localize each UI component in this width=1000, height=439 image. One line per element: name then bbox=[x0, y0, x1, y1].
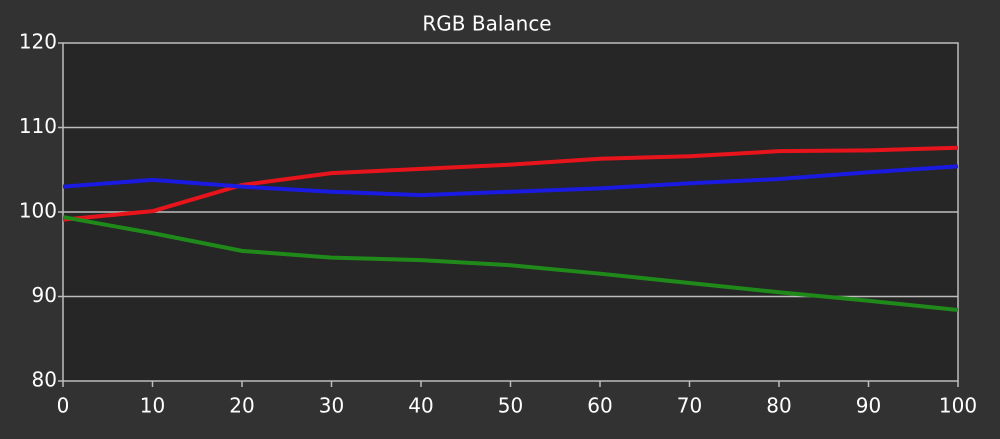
y-tick-label: 100 bbox=[19, 199, 57, 223]
series-line bbox=[62, 164, 959, 198]
x-tick-label: 60 bbox=[587, 394, 612, 418]
series-line bbox=[62, 145, 959, 222]
x-tick-label: 10 bbox=[140, 394, 165, 418]
y-tick-label: 110 bbox=[19, 114, 57, 138]
x-tick-label: 0 bbox=[57, 394, 70, 418]
x-tick-label: 20 bbox=[229, 394, 254, 418]
series-line bbox=[62, 215, 959, 313]
chart-title: RGB Balance bbox=[422, 12, 551, 36]
x-tick-label: 100 bbox=[939, 394, 977, 418]
y-tick-label: 120 bbox=[19, 30, 57, 54]
x-tick-label: 40 bbox=[408, 394, 433, 418]
x-tick-label: 30 bbox=[319, 394, 344, 418]
x-tick-label: 70 bbox=[677, 394, 702, 418]
x-tick-label: 80 bbox=[766, 394, 791, 418]
x-tick-label: 50 bbox=[498, 394, 523, 418]
y-tick-label: 90 bbox=[32, 283, 57, 307]
y-tick-label: 80 bbox=[32, 368, 57, 392]
x-tick-label: 90 bbox=[856, 394, 881, 418]
